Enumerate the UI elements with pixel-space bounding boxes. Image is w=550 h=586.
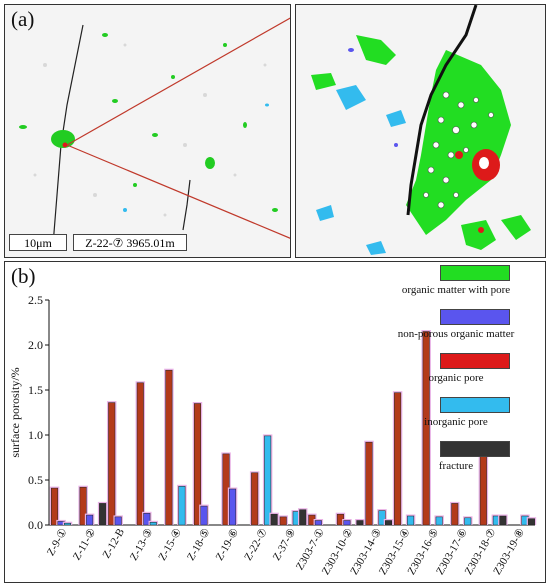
bar-organic-pore — [365, 441, 373, 526]
bar-inorganic-pore — [264, 435, 272, 526]
y-tick-label: 2.5 — [28, 293, 43, 307]
bar-organic-pore — [451, 503, 459, 526]
sem-image-zoom — [295, 4, 546, 258]
bar-non-porous-organic-matter — [114, 516, 122, 526]
panel-b-label: (b) — [11, 264, 36, 288]
legend-swatch-fracture — [440, 441, 510, 457]
sample-id-label: Z-22-⑦ 3965.01m — [73, 234, 187, 251]
legend-swatch-organic-matter-with-pore — [440, 265, 510, 281]
x-tick-label: Z-19-⑥ — [214, 526, 242, 562]
legend-label-non-porous-organic-matter: non-porous organic matter — [397, 328, 515, 340]
bar-non-porous-organic-matter — [229, 488, 237, 526]
y-tick-label: 1.0 — [28, 428, 43, 442]
bar-organic-pore — [394, 392, 402, 526]
legend-label-inorganic-pore: inorganic pore — [424, 416, 488, 428]
legend-label-organic-matter-with-pore: organic matter with pore — [401, 284, 511, 296]
panel-a: (a) 10μm Z-22-⑦ 3965.01m — [4, 4, 546, 258]
bar-inorganic-pore — [435, 516, 443, 526]
bar-non-porous-organic-matter — [343, 520, 351, 526]
legend-swatch-organic-pore — [440, 353, 510, 369]
bar-non-porous-organic-matter — [143, 513, 151, 526]
bar-fracture — [270, 513, 278, 526]
chart-bars — [49, 330, 537, 526]
x-tick-label: Z-37-⑨ — [271, 526, 299, 562]
bar-organic-pore — [136, 382, 144, 526]
y-tick-label: 0.0 — [28, 518, 43, 532]
bar-organic-pore — [165, 369, 173, 526]
bar-fracture — [299, 509, 307, 526]
bar-organic-pore — [79, 486, 87, 526]
bar-fracture — [99, 503, 107, 526]
bar-inorganic-pore — [407, 515, 415, 526]
x-tick-label: Z-12-B — [100, 527, 127, 561]
x-tick-label: Z-22-⑦ — [242, 526, 270, 562]
y-tick-label: 2.0 — [28, 338, 43, 352]
sem-image-overview: (a) 10μm Z-22-⑦ 3965.01m — [4, 4, 291, 258]
bar-non-porous-organic-matter — [200, 505, 208, 526]
panel-a-label: (a) — [11, 7, 35, 31]
x-tick-label: Z-15-④ — [156, 526, 184, 562]
bar-inorganic-pore — [149, 522, 157, 526]
bar-organic-pore — [279, 516, 287, 526]
bar-fracture — [356, 520, 364, 526]
y-axis-label: surface porosity/% — [8, 367, 22, 457]
legend-swatch-non-porous-organic-matter — [440, 309, 510, 325]
x-tick-label: Z-9-① — [45, 526, 70, 558]
bar-fracture — [499, 515, 507, 526]
bar-fracture — [384, 520, 392, 526]
sem-zoom-drawing — [296, 5, 545, 257]
x-tick-label: Z-13-③ — [128, 526, 156, 562]
x-tick-label: Z-18-⑤ — [185, 526, 213, 562]
bar-organic-pore — [422, 331, 430, 526]
sem-overview-drawing — [5, 5, 290, 257]
bar-non-porous-organic-matter — [314, 520, 322, 526]
x-tick-label: Z-11-② — [71, 526, 99, 562]
bar-inorganic-pore — [178, 486, 186, 526]
y-tick-label: 1.5 — [28, 383, 43, 397]
legend-label-fracture: fracture — [438, 460, 474, 472]
bar-organic-pore — [108, 402, 116, 526]
legend-swatch-inorganic-pore — [440, 397, 510, 413]
bar-inorganic-pore — [64, 522, 72, 526]
panel-b: (b) 0.0 0.5 1.0 1.5 2.0 2.5 surface porosity/%… — [4, 261, 546, 583]
bar-non-porous-organic-matter — [86, 514, 94, 526]
bar-organic-pore — [51, 487, 59, 526]
legend-label-organic-pore: organic pore — [428, 372, 484, 384]
scale-bar-label: 10μm — [9, 234, 67, 251]
bar-inorganic-pore — [464, 517, 472, 526]
bar-organic-pore — [193, 403, 201, 526]
surface-porosity-chart: 0.0 0.5 1.0 1.5 2.0 2.5 surface porosity/% Z-9-… — [8, 293, 537, 577]
bar-fracture — [527, 518, 535, 526]
bar-inorganic-pore — [378, 510, 386, 526]
y-tick-label: 0.5 — [28, 473, 43, 487]
bar-organic-pore — [251, 472, 259, 526]
